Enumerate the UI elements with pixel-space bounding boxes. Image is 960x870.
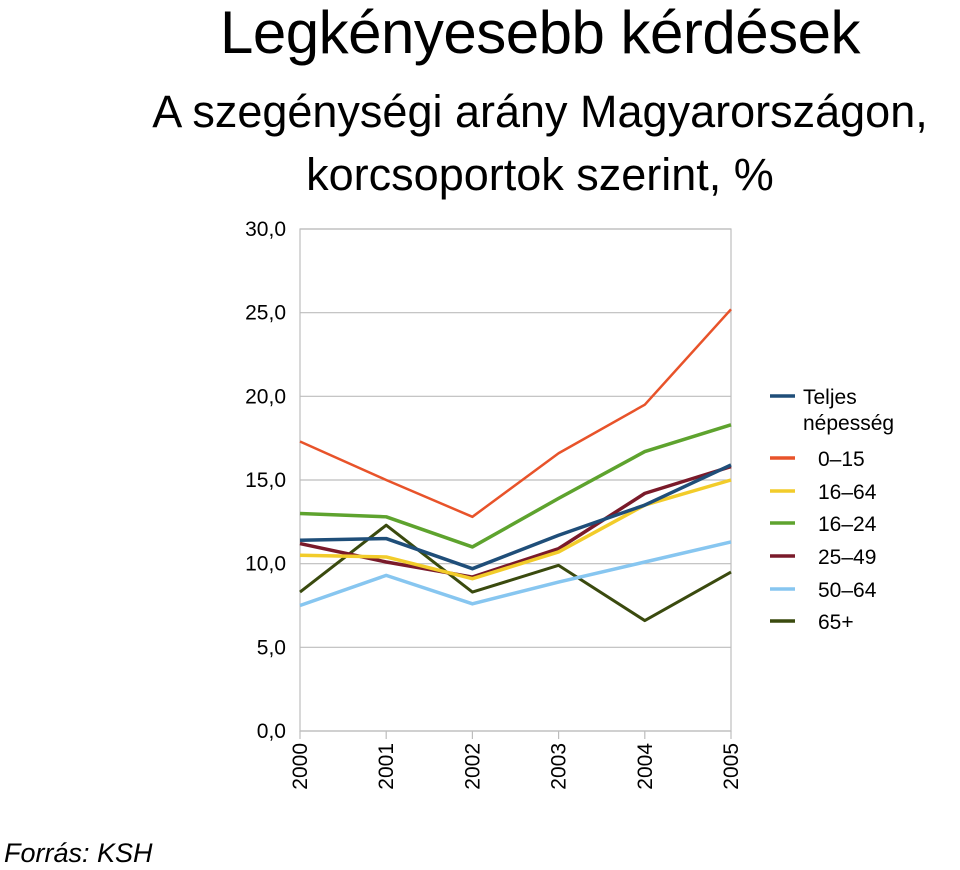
- y-tick-label: 15,0: [245, 469, 286, 492]
- legend-label: népesség: [803, 412, 894, 435]
- legend-label: 25–49: [818, 546, 876, 569]
- x-axis-ticks: 2000 2001 2002 2003 2004 2005: [289, 731, 743, 790]
- series-line-50–64: [299, 540, 732, 608]
- y-tick-label: 0,0: [257, 720, 286, 743]
- y-tick-label: 10,0: [245, 553, 286, 576]
- page-title: Legkényesebb kérdések: [220, 0, 860, 66]
- x-tick-label: 2005: [720, 743, 743, 790]
- y-tick-label: 5,0: [257, 636, 286, 659]
- gridlines: [300, 228, 731, 732]
- y-axis-ticks: 0,0 5,0 10,0 15,0 20,0 25,0 30,0: [245, 218, 286, 743]
- y-tick-label: 20,0: [245, 385, 286, 408]
- x-tick-label: 2004: [634, 743, 657, 790]
- legend-label: Teljes: [803, 386, 857, 409]
- subtitle-line-1: A szegénységi arány Magyarországon,: [152, 86, 928, 137]
- series-lines: [299, 308, 732, 623]
- x-tick-label: 2002: [461, 743, 484, 790]
- legend: Teljes népesség 0–15 16–64 16–24 25–49 50–64 65…: [770, 386, 894, 634]
- legend-label: 65+: [818, 611, 854, 634]
- series-line-16–24: [299, 423, 732, 549]
- series-line-25–49: [299, 464, 732, 579]
- x-tick-label: 2000: [289, 743, 312, 790]
- source-note: Forrás: KSH: [4, 838, 153, 868]
- series-line-0–15: [299, 308, 732, 519]
- chart-subtitle: A szegénységi arány Magyarországon, korc…: [0, 80, 960, 206]
- subtitle-line-2: korcsoportok szerint, %: [306, 149, 774, 200]
- series-line-65+: [299, 523, 732, 623]
- x-tick-label: 2003: [548, 743, 571, 790]
- x-tick-label: 2001: [375, 743, 398, 790]
- series-line-teljes-népesség: [299, 463, 732, 571]
- series-line-16–64: [299, 478, 732, 581]
- legend-label: 50–64: [818, 579, 877, 602]
- y-tick-label: 30,0: [245, 218, 286, 241]
- legend-label: 16–24: [818, 513, 877, 536]
- legend-label: 16–64: [818, 481, 877, 504]
- y-tick-label: 25,0: [245, 302, 286, 325]
- legend-label: 0–15: [818, 448, 865, 471]
